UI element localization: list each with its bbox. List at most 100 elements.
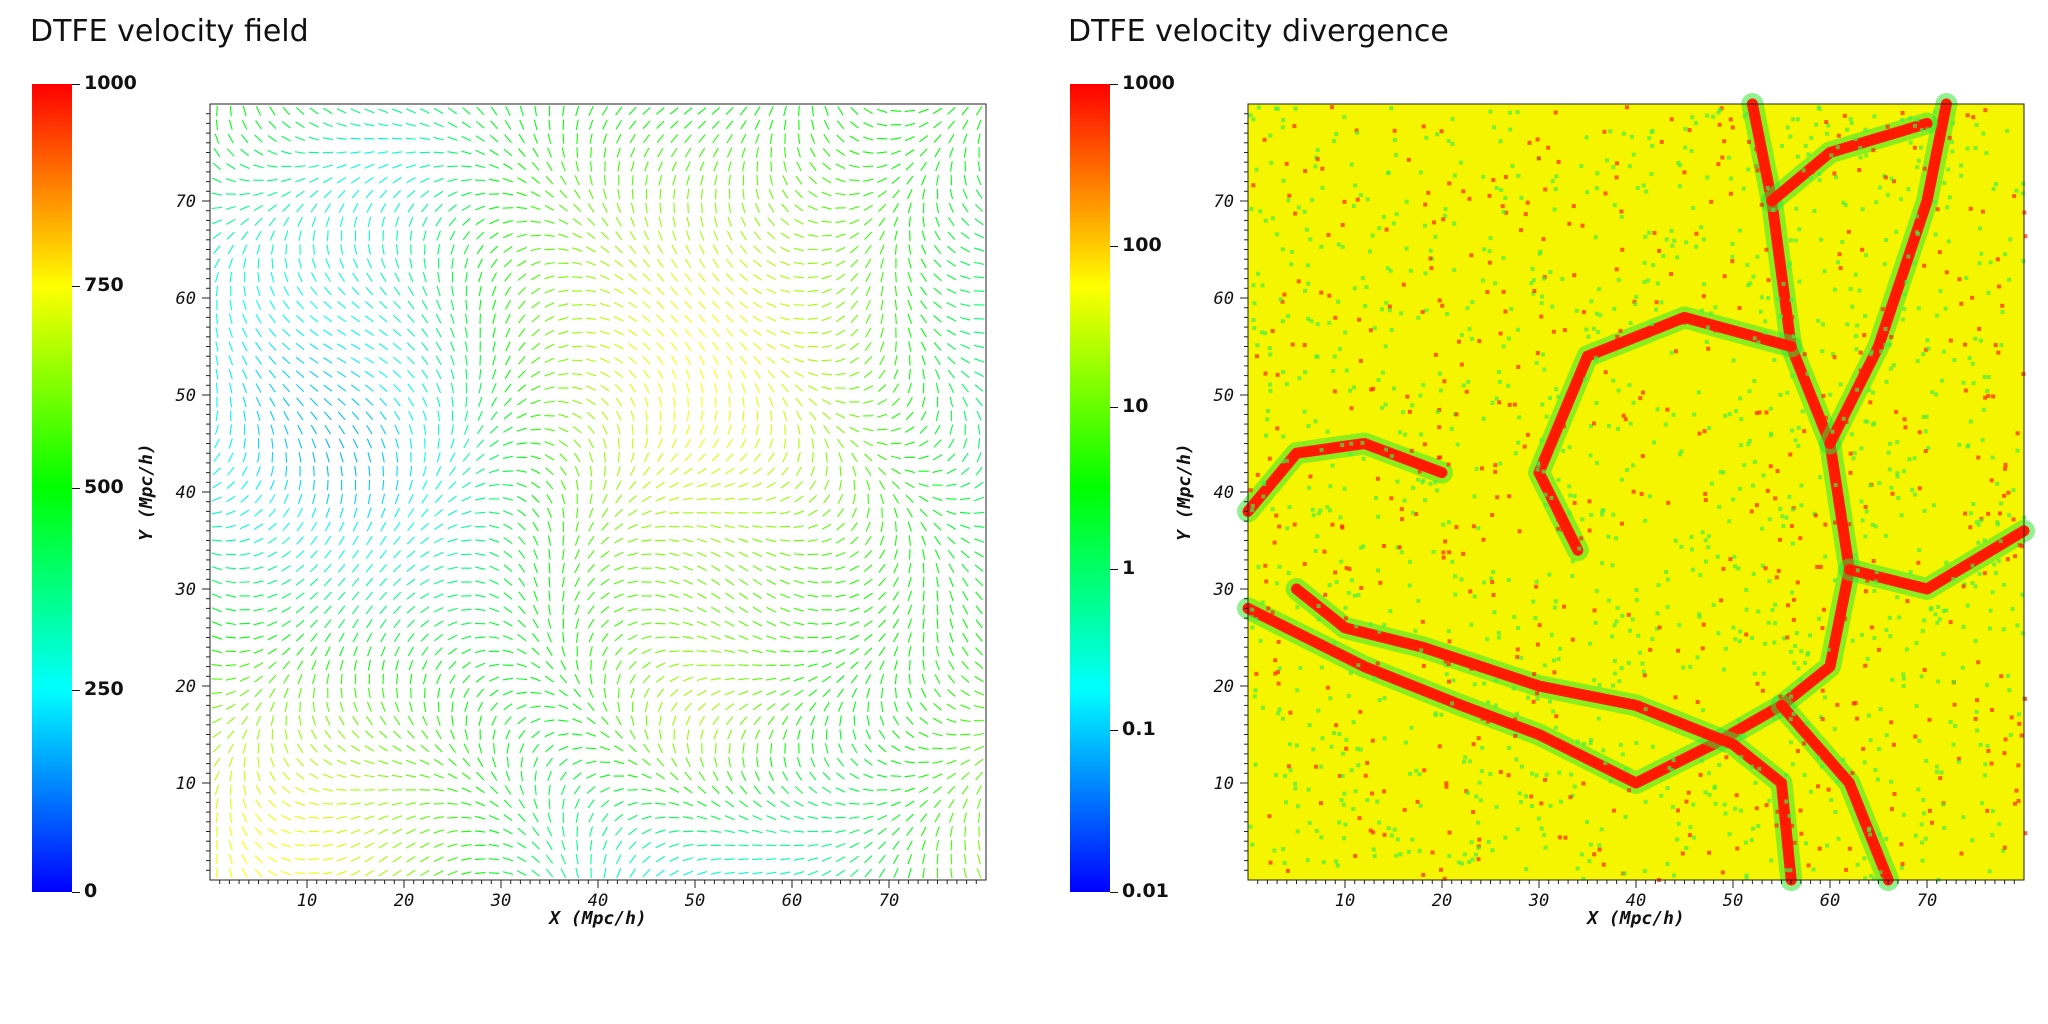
velocity-vector	[766, 288, 777, 294]
divergence-speckle	[1536, 156, 1541, 161]
velocity-vector	[324, 632, 332, 643]
velocity-vector	[531, 730, 541, 739]
velocity-vector	[502, 207, 514, 209]
divergence-speckle	[1647, 230, 1652, 235]
divergence-speckle	[1984, 151, 1989, 156]
velocity-vector	[670, 328, 679, 337]
velocity-vector	[269, 106, 276, 116]
velocity-vector	[448, 495, 457, 503]
velocity-vector	[946, 733, 957, 736]
velocity-vector	[766, 871, 777, 875]
velocity-vector	[503, 246, 513, 253]
divergence-speckle	[1739, 808, 1744, 813]
velocity-vector	[753, 342, 762, 351]
divergence-speckle	[1652, 230, 1657, 235]
velocity-vector	[475, 453, 485, 462]
divergence-speckle	[1626, 660, 1631, 665]
velocity-vector	[489, 593, 500, 599]
divergence-speckle	[1736, 566, 1741, 571]
velocity-vector	[738, 858, 749, 861]
velocity-vector	[461, 135, 472, 142]
velocity-vector	[628, 841, 637, 850]
divergence-speckle	[1358, 193, 1363, 198]
velocity-vector	[696, 871, 708, 876]
divergence-speckle	[1986, 748, 1991, 753]
velocity-vector	[503, 592, 513, 600]
velocity-vector	[628, 342, 638, 351]
velocity-vector	[518, 314, 526, 324]
velocity-vector	[852, 701, 857, 712]
divergence-speckle	[1667, 765, 1672, 770]
divergence-speckle	[1868, 832, 1873, 837]
velocity-vector	[530, 414, 541, 418]
divergence-speckle	[1694, 231, 1699, 236]
velocity-vector	[243, 784, 247, 796]
divergence-speckle	[1643, 518, 1648, 523]
divergence-speckle	[1755, 168, 1760, 173]
velocity-vector	[808, 689, 818, 697]
velocity-vector	[530, 274, 541, 281]
divergence-speckle	[1989, 707, 1994, 712]
divergence-speckle	[1256, 271, 1261, 276]
velocity-vector	[752, 497, 763, 501]
velocity-vector	[921, 535, 926, 546]
velocity-vector	[575, 660, 579, 671]
velocity-vector	[559, 453, 568, 462]
velocity-vector	[310, 286, 318, 296]
velocity-vector	[419, 759, 430, 766]
divergence-speckle	[1875, 777, 1880, 782]
velocity-vector	[281, 592, 292, 599]
velocity-vector	[977, 161, 981, 172]
velocity-vector	[714, 175, 718, 186]
divergence-speckle	[1733, 637, 1738, 642]
velocity-vector	[711, 468, 721, 475]
velocity-vector	[257, 424, 260, 435]
velocity-vector	[227, 133, 234, 144]
velocity-vector	[381, 493, 386, 505]
velocity-vector	[907, 618, 913, 629]
velocity-vector	[752, 606, 763, 613]
divergence-speckle	[1570, 793, 1575, 798]
x-tick-label: 70	[879, 891, 899, 911]
divergence-speckle	[1588, 741, 1593, 746]
velocity-vector	[336, 151, 347, 154]
divergence-speckle	[1850, 304, 1855, 309]
velocity-vector	[282, 356, 291, 365]
divergence-speckle	[1552, 207, 1557, 212]
velocity-vector	[684, 134, 692, 143]
velocity-vector	[544, 219, 555, 224]
velocity-vector	[600, 245, 610, 254]
velocity-vector	[491, 757, 497, 768]
divergence-speckle	[1567, 511, 1572, 516]
velocity-vector	[948, 202, 954, 213]
velocity-vector	[864, 341, 872, 352]
divergence-speckle	[1910, 487, 1915, 492]
velocity-vector	[656, 355, 664, 365]
divergence-speckle	[1266, 606, 1271, 611]
divergence-speckle	[1702, 429, 1707, 434]
velocity-vector	[767, 231, 776, 240]
velocity-vector	[447, 802, 458, 805]
velocity-vector	[544, 386, 555, 390]
divergence-speckle	[1788, 452, 1793, 457]
velocity-vector	[211, 691, 223, 695]
velocity-vector	[433, 565, 444, 571]
velocity-vector	[891, 397, 900, 407]
velocity-vector	[350, 842, 361, 849]
velocity-vector	[614, 273, 624, 281]
velocity-vector	[422, 410, 427, 421]
divergence-speckle	[1413, 628, 1418, 633]
velocity-vector	[548, 535, 551, 546]
divergence-speckle	[1720, 870, 1725, 875]
velocity-vector	[421, 342, 429, 351]
divergence-speckle	[1439, 129, 1444, 134]
velocity-vector	[336, 343, 347, 350]
divergence-speckle	[1540, 402, 1545, 407]
divergence-speckle	[1781, 636, 1786, 641]
velocity-vector	[738, 844, 749, 847]
velocity-vector	[821, 191, 832, 197]
velocity-vector	[739, 301, 748, 309]
velocity-vector	[339, 646, 345, 657]
velocity-vector	[546, 507, 553, 518]
divergence-speckle	[1619, 214, 1624, 219]
